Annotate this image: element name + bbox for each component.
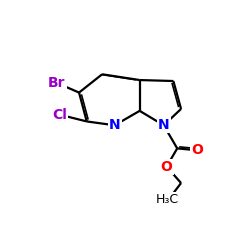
Text: O: O (192, 143, 203, 157)
Text: Cl: Cl (52, 108, 67, 122)
Text: O: O (161, 160, 172, 174)
Text: N: N (158, 118, 170, 132)
Text: N: N (109, 118, 120, 132)
Text: Br: Br (48, 76, 66, 90)
Text: H₃C: H₃C (156, 193, 179, 206)
